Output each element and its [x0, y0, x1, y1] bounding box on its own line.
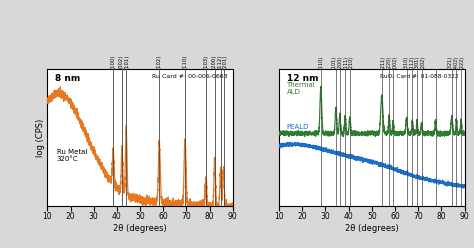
Text: (310)
(112)
(301)
(202): (310) (112) (301) (202): [403, 56, 426, 69]
Y-axis label: log (CPS): log (CPS): [36, 119, 45, 157]
Text: (002)
(101): (002) (101): [118, 55, 129, 69]
Text: (211)
(220)
(002): (211) (220) (002): [381, 56, 398, 69]
Text: (101)
(200)
(111)
(210): (101) (200) (111) (210): [332, 56, 354, 69]
Text: 8 nm: 8 nm: [55, 74, 80, 83]
Text: Ru Card #: 00-006-0663: Ru Card #: 00-006-0663: [152, 74, 227, 79]
Text: (321)
(402)
(222): (321) (402) (222): [448, 56, 465, 69]
Text: Thermal
ALD: Thermal ALD: [287, 82, 315, 95]
Text: (110): (110): [182, 55, 188, 69]
Text: (200)
(112)
(201): (200) (112) (201): [211, 55, 228, 69]
X-axis label: 2θ (degrees): 2θ (degrees): [113, 224, 167, 233]
Text: PEALD: PEALD: [287, 124, 309, 130]
Text: 12 nm: 12 nm: [287, 74, 318, 83]
Text: Ru Metal
320°C: Ru Metal 320°C: [57, 149, 87, 161]
Text: (102): (102): [157, 55, 162, 69]
Text: (103): (103): [203, 55, 209, 69]
Text: (110): (110): [319, 56, 323, 69]
X-axis label: 2θ (degrees): 2θ (degrees): [345, 224, 399, 233]
Text: (100): (100): [111, 55, 116, 69]
Text: RuO₂ Card #: 01-088-0322: RuO₂ Card #: 01-088-0322: [380, 74, 459, 79]
